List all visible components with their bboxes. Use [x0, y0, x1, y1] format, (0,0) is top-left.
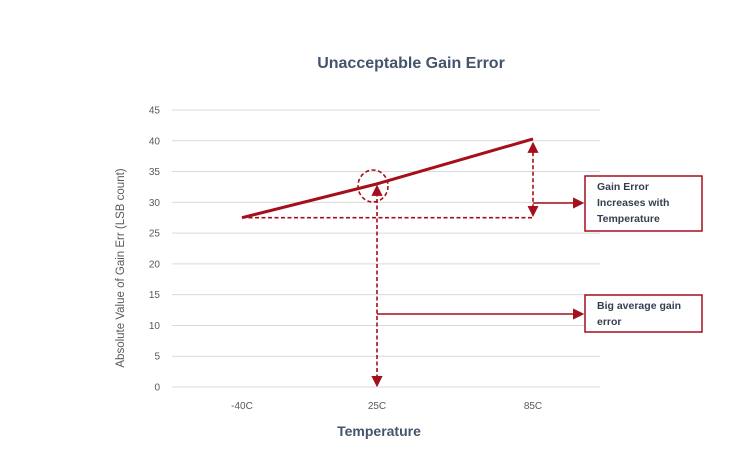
highlight-circle [357, 169, 389, 203]
annotation-text: Gain Error [597, 181, 649, 193]
annotation-text: error [597, 316, 622, 328]
x-tick-label: -40C [231, 401, 253, 412]
y-tick-label: 45 [149, 106, 161, 117]
y-tick-label: 40 [149, 136, 161, 147]
y-tick-label: 35 [149, 167, 161, 178]
annotation-text: Temperature [597, 213, 660, 225]
y-tick-label: 30 [149, 198, 161, 209]
y-tick-label: 10 [149, 321, 161, 332]
y-axis-label: Absolute Value of Gain Err (LSB count) [115, 168, 127, 367]
x-tick-label: 85C [524, 401, 542, 412]
y-tick-label: 5 [154, 352, 160, 363]
annotation-box [584, 294, 703, 333]
series-line [241, 137, 534, 220]
x-tick-labels: -40C 25C 85C [231, 401, 542, 412]
annotation-boxes: Gain Error Increases with Temperature Big a… [584, 175, 703, 333]
series-layer [241, 137, 534, 220]
y-tick-labels: 0 5 10 15 20 25 30 35 40 45 [149, 106, 161, 394]
chart-title: Unacceptable Gain Error [317, 55, 505, 72]
y-tick-label: 0 [154, 383, 160, 394]
annotation-text: Increases with [597, 197, 669, 209]
annotation-layer [242, 141, 585, 388]
y-tick-label: 20 [149, 259, 161, 270]
annotation-box [584, 175, 703, 232]
y-tick-label: 15 [149, 290, 161, 301]
x-tick-label: 25C [368, 401, 386, 412]
y-tick-label: 25 [149, 229, 161, 240]
x-axis-label: Temperature [337, 423, 421, 439]
annotation-text: Big average gain [597, 300, 681, 312]
gridlines [172, 109, 600, 388]
